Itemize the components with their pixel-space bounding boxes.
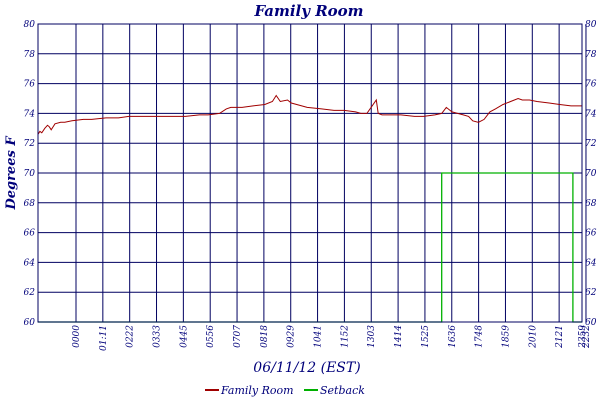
x-tick-label: 1859 xyxy=(501,325,511,348)
x-tick-label: 2359 xyxy=(578,325,588,349)
x-tick-label: 2010 xyxy=(528,325,538,349)
y-tick-label-left: 68 xyxy=(24,199,36,209)
y-tick-label-right: 70 xyxy=(585,169,597,179)
y-tick-label-right: 74 xyxy=(585,109,597,119)
x-tick-label: 1525 xyxy=(421,325,431,348)
y-tick-label-left: 78 xyxy=(24,50,36,60)
series-line-setback xyxy=(38,172,582,323)
x-tick-label: 1636 xyxy=(448,325,458,348)
y-tick-label-right: 62 xyxy=(585,288,597,298)
x-tick-label: 1152 xyxy=(340,325,350,348)
y-tick-label-left: 70 xyxy=(24,169,36,179)
x-tick-label: 2121 xyxy=(555,325,565,349)
x-tick-label: 0222 xyxy=(126,325,136,348)
y-tick-label-right: 64 xyxy=(585,258,597,268)
series-lines xyxy=(37,94,582,323)
x-tick-label: 0818 xyxy=(260,325,270,348)
y-tick-label-left: 80 xyxy=(24,20,36,30)
x-tick-label: 01:11 xyxy=(99,325,109,351)
x-tick-label: 1303 xyxy=(367,325,377,348)
tick-labels: 60 60 62 62 64 64 66 66 68 68 70 70 72 72 74 74 76 76 78 78… xyxy=(24,20,597,351)
legend-label-setback: Setback xyxy=(320,384,365,397)
y-tick-label-left: 66 xyxy=(24,229,36,239)
y-tick-label-right: 76 xyxy=(585,80,597,90)
y-tick-label-right: 80 xyxy=(585,20,597,30)
x-tick-label: 0333 xyxy=(153,325,163,348)
legend-label-family-room: Family Room xyxy=(220,384,294,397)
y-tick-label-left: 64 xyxy=(24,258,36,268)
y-tick-label-left: 62 xyxy=(24,288,36,298)
x-tick-label: 1041 xyxy=(314,325,324,348)
x-tick-label: 0445 xyxy=(179,325,189,348)
y-tick-label-left: 72 xyxy=(24,139,36,149)
x-axis-label: 06/11/12 (EST) xyxy=(253,360,360,376)
y-tick-label-right: 78 xyxy=(585,50,597,60)
x-tick-label: 0556 xyxy=(206,325,216,348)
series-line-family-room xyxy=(37,94,582,135)
y-tick-label-left: 74 xyxy=(24,109,36,119)
chart-title: Family Room xyxy=(253,2,363,20)
x-tick-label: 1414 xyxy=(394,325,404,348)
x-tick-label: 0000 xyxy=(72,325,82,348)
y-tick-label-right: 60 xyxy=(585,318,597,328)
plot-area-frame xyxy=(37,23,583,323)
x-tick-label: 0929 xyxy=(287,325,297,348)
y-tick-label-right: 72 xyxy=(585,139,597,149)
y-axis-label: Degrees F xyxy=(4,136,19,211)
y-tick-label-left: 60 xyxy=(24,318,36,328)
x-tick-label: 0707 xyxy=(233,325,243,348)
legend: Family Room Setback xyxy=(205,384,365,397)
x-tick-label: 1748 xyxy=(475,325,485,348)
x-tick-label: 2232 xyxy=(582,325,592,349)
y-tick-label-right: 68 xyxy=(585,199,597,209)
y-tick-label-left: 76 xyxy=(24,80,36,90)
y-tick-label-right: 66 xyxy=(585,229,597,239)
